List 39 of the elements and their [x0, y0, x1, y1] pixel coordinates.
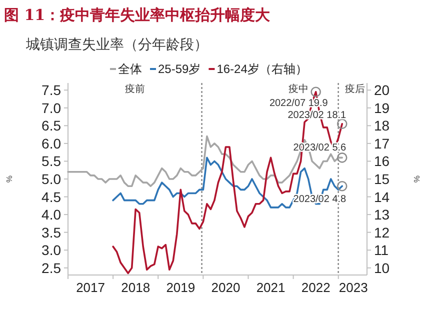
- legend-label: 25-59岁: [158, 62, 201, 76]
- y-tick-label: 7.5: [42, 82, 62, 98]
- x-tick-label: 2019: [166, 280, 196, 295]
- x-tick-label: 2018: [121, 280, 150, 295]
- y2-axis-title: %: [412, 175, 421, 183]
- y-tick-label: 4.0: [42, 206, 62, 223]
- y2-tick-label: 18: [374, 118, 390, 134]
- y-tick-label: 3.5: [42, 224, 62, 240]
- y2-tick-label: 16: [374, 153, 390, 170]
- y-tick-label: 5.0: [42, 171, 62, 187]
- y-tick-label: 7.0: [42, 100, 62, 116]
- y2-tick-label: 15: [374, 171, 390, 187]
- legend-label: 全体: [118, 62, 142, 76]
- annotation: 疫前: [124, 84, 145, 95]
- y2-tick-label: 11: [374, 242, 389, 258]
- x-tick-label: 2020: [211, 280, 240, 295]
- y2-tick-label: 10: [374, 260, 390, 276]
- y-tick-label: 6.0: [42, 135, 62, 152]
- annotation: 疫中: [288, 84, 308, 95]
- x-tick-label: 2021: [256, 280, 286, 295]
- y2-tick-label: 20: [374, 82, 390, 98]
- x-tick-label: 2022: [301, 280, 330, 295]
- y-tick-label: 6.5: [42, 118, 62, 134]
- y-axis-title: %: [5, 175, 14, 183]
- y2-tick-label: 14: [374, 188, 390, 205]
- y-tick-label: 5.5: [42, 153, 62, 170]
- y2-tick-label: 19: [374, 100, 390, 116]
- chart-subtitle: 城镇调查失业率（分年龄段）: [25, 36, 208, 52]
- x-tick-label: 2023: [338, 280, 368, 295]
- y-tick-label: 2.5: [42, 260, 62, 276]
- chart-title: 图 11：疫中青年失业率中枢抬升幅度大: [4, 6, 272, 24]
- y-tick-label: 4.5: [42, 188, 62, 205]
- y-tick-label: 3.0: [42, 242, 62, 258]
- y2-tick-label: 13: [374, 206, 390, 223]
- y2-tick-label: 17: [374, 135, 390, 152]
- y2-tick-label: 12: [374, 224, 390, 240]
- annotation: 疫后: [345, 84, 365, 95]
- legend-label: 16-24岁（右轴）: [216, 62, 308, 76]
- x-tick-label: 2017: [76, 280, 105, 295]
